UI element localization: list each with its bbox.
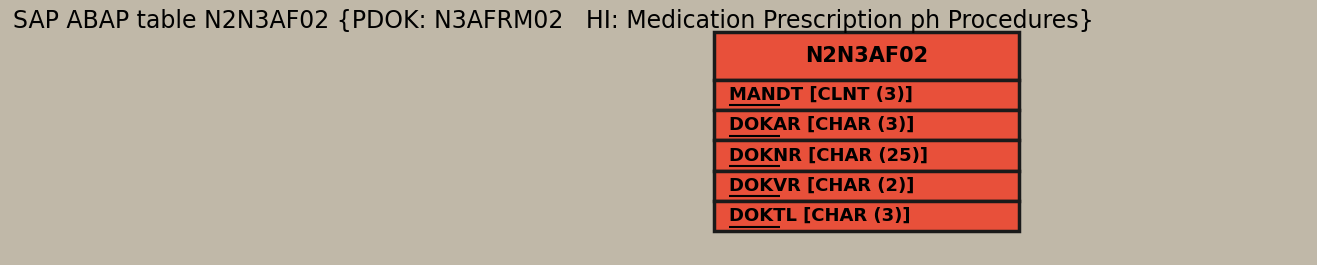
Text: DOKVR [CHAR (2)]: DOKVR [CHAR (2)] bbox=[728, 177, 914, 195]
Bar bbox=[714, 32, 1019, 80]
Text: N2N3AF02: N2N3AF02 bbox=[805, 46, 927, 66]
Bar bbox=[714, 171, 1019, 201]
Text: DOKAR [CHAR (3)]: DOKAR [CHAR (3)] bbox=[728, 116, 914, 134]
Text: DOKNR [CHAR (25)]: DOKNR [CHAR (25)] bbox=[728, 147, 927, 165]
Bar bbox=[714, 80, 1019, 110]
Text: DOKTL [CHAR (3)]: DOKTL [CHAR (3)] bbox=[728, 207, 910, 225]
Bar bbox=[714, 140, 1019, 171]
Text: MANDT [CLNT (3)]: MANDT [CLNT (3)] bbox=[728, 86, 913, 104]
Bar bbox=[714, 110, 1019, 140]
Text: SAP ABAP table N2N3AF02 {PDOK: N3AFRM02   HI: Medication Prescription ph Procedu: SAP ABAP table N2N3AF02 {PDOK: N3AFRM02 … bbox=[13, 8, 1094, 33]
Bar bbox=[714, 201, 1019, 231]
